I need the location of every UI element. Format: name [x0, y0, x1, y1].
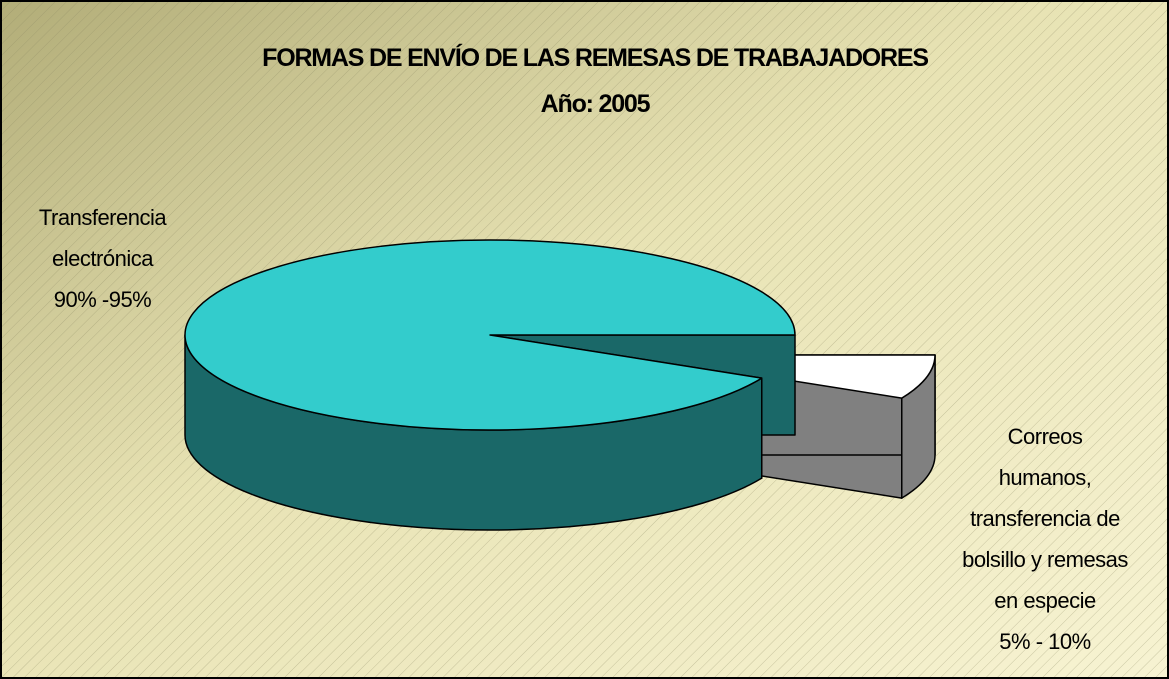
slice-value-label: 90% -95% [53, 287, 152, 312]
chart-subtitle: Año: 2005 [541, 90, 651, 118]
slice-value-label: 5% - 10% [999, 629, 1091, 654]
pie [184, 239, 936, 531]
slice-label: Transferencia electrónica [38, 205, 167, 271]
slice-top [184, 239, 796, 431]
pie-slice [184, 239, 796, 531]
chart-title: FORMAS DE ENVÍO DE LAS REMESAS DE TRABAJ… [262, 43, 928, 72]
slice-label: Correos humanos, transferencia de bolsil… [962, 424, 1128, 613]
